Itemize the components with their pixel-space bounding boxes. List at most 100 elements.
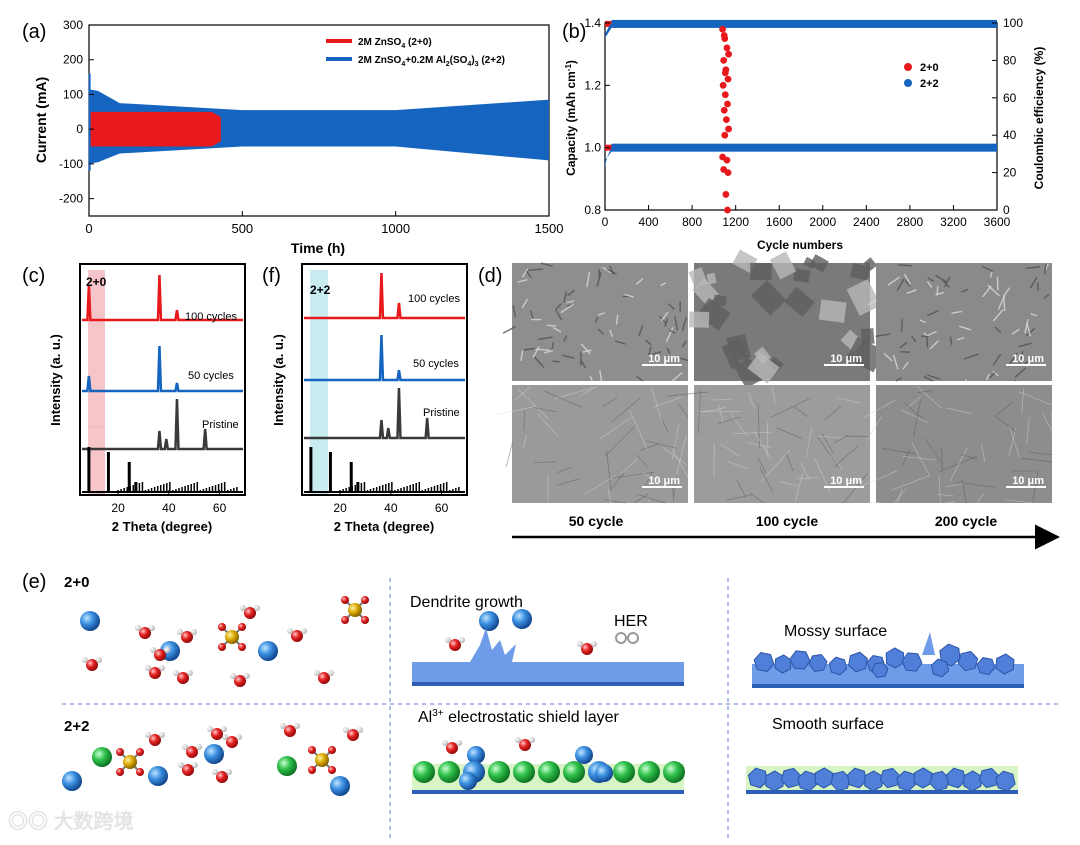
water-hydrogen-icon [236, 734, 242, 740]
dendrite-spikes [470, 628, 516, 662]
chart-b-red-point [725, 126, 732, 133]
sulfate-oxygen-icon [328, 746, 336, 754]
chart-c-label-100: 100 cycles [185, 311, 237, 323]
sulfate-sulfur-icon [348, 603, 362, 617]
chart-c-tag: 2+0 [86, 275, 107, 289]
panel-label-e: (e) [22, 571, 46, 593]
sem-plate [819, 299, 847, 322]
sem-texture [547, 325, 556, 326]
chart-b-xtick-label: 400 [639, 215, 659, 229]
chart-a-xtick-label: 500 [231, 221, 253, 236]
sulfate-oxygen-icon [361, 596, 369, 604]
water-hydrogen-icon [173, 670, 179, 676]
panel-label-a: (a) [22, 21, 46, 43]
chart-b-xtick-label: 3600 [984, 215, 1011, 229]
water-hydrogen-icon [442, 740, 448, 746]
chart-a-xlabel: Time (h) [291, 240, 345, 256]
sulfate-oxygen-icon [116, 768, 124, 776]
chart-a-ytick-label: 100 [63, 87, 83, 101]
scheme-her-label: HER [614, 613, 648, 630]
zinc-ion-icon [80, 611, 100, 631]
chart-a-ylabel: Current (mA) [33, 77, 49, 163]
sem-plate [861, 328, 875, 344]
sem-texture [552, 361, 560, 362]
sulfate-oxygen-icon [328, 766, 336, 774]
chart-b-red-point [725, 51, 732, 58]
xrd-c-highlight [88, 270, 105, 428]
chart-b-y2tick-label: 80 [1003, 53, 1017, 67]
chart-b-blue-ce [612, 20, 997, 28]
water-hydrogen-icon [445, 637, 451, 643]
sem-texture [921, 336, 928, 337]
chart-a-xtick-label: 1500 [535, 221, 564, 236]
watermark: ◎◎ 大数跨境 [8, 805, 134, 834]
chart-b-red-point [721, 107, 728, 114]
water-hydrogen-icon [226, 769, 232, 775]
water-hydrogen-icon [159, 665, 165, 671]
chart-a-ytick-label: -200 [59, 192, 83, 206]
water-hydrogen-icon [280, 723, 286, 729]
water-hydrogen-icon [456, 740, 462, 746]
watermark-logo-icon: ◎◎ [8, 811, 54, 833]
sulfate-oxygen-icon [308, 746, 316, 754]
sulfate-oxygen-icon [136, 768, 144, 776]
chart-a-xtick-label: 1000 [381, 221, 410, 236]
chart-b-blue-capacity [612, 144, 997, 152]
chart-c-xlabel: 2 Theta (degree) [112, 519, 212, 534]
sem-scale-label: 10 μm [1012, 353, 1044, 365]
sulfate-oxygen-icon [238, 623, 246, 631]
zinc-ion-icon [575, 746, 593, 764]
water-hydrogen-icon [294, 723, 300, 729]
chart-b-red-point [724, 45, 731, 52]
scheme-row1-tag: 2+0 [64, 574, 89, 591]
chart-a-ytick-label: 300 [63, 18, 83, 32]
water-hydrogen-icon [178, 762, 184, 768]
xrd-c-xtick-label: 40 [162, 501, 176, 515]
sulfate-oxygen-icon [308, 766, 316, 774]
sem-texture [1015, 380, 1016, 381]
legend-b-item-1: 2+0 [920, 62, 939, 74]
chart-f-ylabel: Intensity (a. u.) [271, 334, 286, 426]
chart-b-ytick-label: 1.4 [584, 16, 601, 30]
zinc-ion-icon [62, 771, 82, 791]
xrd-f-xtick-label: 40 [384, 501, 398, 515]
chart-a-series [89, 74, 549, 171]
zinc-ion-icon [330, 776, 350, 796]
water-hydrogen-icon [187, 670, 193, 676]
aluminum-ion-icon [513, 761, 535, 783]
water-hydrogen-icon [212, 769, 218, 775]
smooth-electrode-base [746, 790, 1018, 794]
xrd-c-series-1 [82, 346, 243, 391]
water-hydrogen-icon [145, 732, 151, 738]
chart-b-ytick-label: 0.8 [584, 203, 601, 217]
water-hydrogen-icon [192, 762, 198, 768]
sulfate-oxygen-icon [361, 616, 369, 624]
water-hydrogen-icon [135, 625, 141, 631]
chart-b-xlabel: Cycle numbers [757, 238, 843, 252]
water-hydrogen-icon [164, 647, 170, 653]
scheme-smooth-label: Smooth surface [772, 716, 884, 733]
chart-c-ylabel: Intensity (a. u.) [48, 334, 63, 426]
zinc-ion-icon [595, 764, 613, 782]
water-hydrogen-icon [287, 628, 293, 634]
scheme-shield-label: Al3+ electrostatic shield layer [418, 708, 620, 726]
sem-texture [902, 319, 903, 332]
sulfate-sulfur-icon [315, 753, 329, 767]
water-hydrogen-icon [577, 641, 583, 647]
water-hydrogen-icon [591, 641, 597, 647]
water-hydrogen-icon [301, 628, 307, 634]
water-hydrogen-icon [221, 726, 227, 732]
sulfate-sulfur-icon [123, 755, 137, 769]
smooth-hexagon [865, 771, 883, 791]
zinc-ion-icon [479, 611, 499, 631]
chart-b-y2label: Coulombic efficiency (%) [1032, 47, 1046, 190]
sulfate-sulfur-icon [225, 630, 239, 644]
water-hydrogen-icon [515, 737, 521, 743]
aluminum-ion-icon [613, 761, 635, 783]
legend-a-item-2: 2M ZnSO4+0.2M Al2(SO4)3 (2+2) [358, 55, 505, 68]
chart-a-ytick-label: 0 [76, 122, 83, 136]
